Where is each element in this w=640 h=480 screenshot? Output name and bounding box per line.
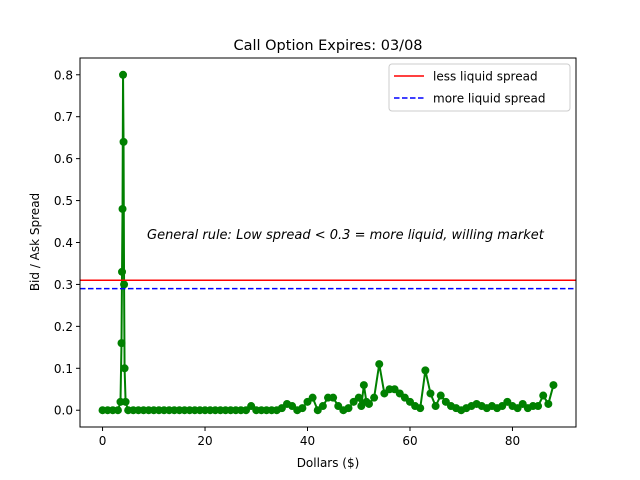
data-point	[544, 399, 553, 408]
y-tick-label: 0.5	[54, 194, 73, 208]
data-point	[117, 339, 126, 348]
data-point	[318, 402, 327, 411]
chart-annotation: General rule: Low spread < 0.3 = more li…	[147, 228, 545, 243]
data-point	[118, 204, 127, 213]
data-point	[120, 280, 129, 289]
chart-legend: less liquid spread more liquid spread	[388, 63, 571, 112]
x-axis-label: Dollars ($)	[297, 456, 360, 470]
plot-area	[80, 70, 576, 415]
y-tick-label: 0.6	[54, 152, 73, 166]
data-point	[549, 381, 558, 390]
data-point	[431, 402, 440, 411]
data-point	[120, 364, 129, 373]
chart-title: Call Option Expires: 03/08	[233, 38, 422, 54]
x-tick-label: 0	[99, 434, 107, 448]
y-tick-label: 0.7	[54, 110, 73, 124]
y-axis-label: Bid / Ask Spread	[28, 193, 42, 291]
data-point	[364, 399, 373, 408]
data-point	[421, 366, 430, 375]
data-point	[539, 391, 548, 400]
data-point	[534, 402, 543, 411]
x-tick-label: 20	[197, 434, 212, 448]
data-point	[344, 404, 353, 413]
data-point	[436, 391, 445, 400]
y-tick-label: 0.4	[54, 236, 73, 250]
data-point	[119, 70, 128, 79]
y-tick-label: 0.0	[54, 404, 73, 418]
data-point	[113, 406, 122, 415]
x-tick-label: 40	[300, 434, 315, 448]
data-point	[119, 137, 128, 146]
legend-label-less-liquid: less liquid spread	[433, 70, 538, 84]
data-point	[370, 393, 379, 402]
y-tick-label: 0.2	[54, 320, 73, 334]
plot-marks	[80, 70, 576, 415]
data-point	[118, 267, 127, 276]
data-point	[416, 404, 425, 413]
data-point	[121, 397, 130, 406]
data-point	[375, 360, 384, 369]
y-tick-label: 0.1	[54, 362, 73, 376]
data-point	[298, 404, 307, 413]
data-point	[426, 389, 435, 398]
y-tick-label: 0.8	[54, 68, 73, 82]
data-point	[329, 393, 338, 402]
legend-box	[388, 63, 571, 112]
data-point	[359, 381, 368, 390]
data-point	[308, 393, 317, 402]
x-tick-label: 60	[402, 434, 417, 448]
axis-ticks: 0 20 40 60 80 0.0 0.1 0.2 0.3 0.4 0.5 0.6 0.7 0.8	[54, 68, 520, 448]
legend-label-more-liquid: more liquid spread	[433, 92, 545, 106]
x-tick-label: 80	[505, 434, 520, 448]
y-tick-label: 0.3	[54, 278, 73, 292]
data-point	[354, 393, 363, 402]
